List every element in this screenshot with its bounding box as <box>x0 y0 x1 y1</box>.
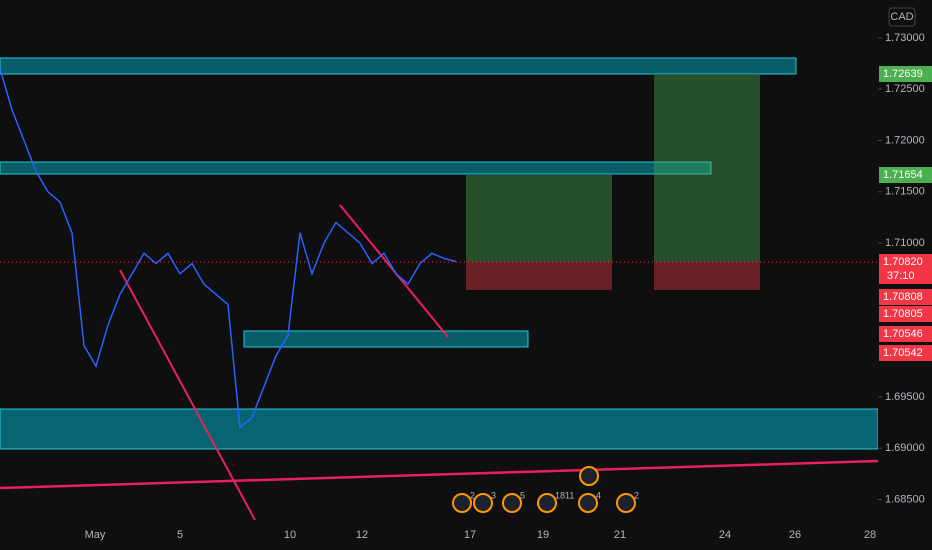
stop-box <box>654 262 760 290</box>
price-tag: 1.70546 <box>879 326 932 342</box>
event-count: 2 <box>470 490 475 500</box>
price-tag: 1.70808 <box>879 289 932 305</box>
price-tag: 1.70820 37:10 <box>879 254 932 284</box>
event-icon <box>537 493 557 513</box>
price-tag-label: 1.70542 <box>883 347 923 359</box>
x-tick-label: 24 <box>719 529 731 541</box>
x-tick-label: 17 <box>464 529 476 541</box>
price-line <box>0 68 457 430</box>
support-zone <box>243 330 529 348</box>
x-tick-label: 10 <box>284 529 296 541</box>
event-count: 3 <box>491 490 496 500</box>
event-count: 2 <box>634 490 639 500</box>
target-box <box>466 175 612 262</box>
price-tag: 1.70542 <box>879 345 932 361</box>
price-tag-label: 1.70808 <box>883 291 923 303</box>
price-tag-bg <box>879 345 932 361</box>
target-box <box>654 75 760 262</box>
x-tick-label: 21 <box>614 529 626 541</box>
event-icon <box>452 493 472 513</box>
x-tick-label: 12 <box>356 529 368 541</box>
event-count: 5 <box>520 490 525 500</box>
event-icon <box>616 493 636 513</box>
x-tick-label: 28 <box>864 529 876 541</box>
trend-line <box>0 459 879 490</box>
stop-box <box>466 262 612 290</box>
x-tick-label: May <box>85 529 106 541</box>
price-tag-label: 1.72639 <box>883 68 923 80</box>
trend-line <box>119 269 256 521</box>
y-tick-label: 1.71500 <box>885 186 925 198</box>
resistance-zone <box>0 57 797 75</box>
y-tick-label: 1.69000 <box>885 442 925 454</box>
event-icon <box>578 493 598 513</box>
price-tag-label: 1.70546 <box>883 328 923 340</box>
x-tick-label: 5 <box>177 529 183 541</box>
price-tag: 1.71654 <box>879 167 932 183</box>
currency-box <box>888 7 916 27</box>
price-tag-bg <box>879 306 932 322</box>
countdown: 37:10 <box>887 270 915 282</box>
price-tag-label: 1.71654 <box>883 169 923 181</box>
price-tag: 1.72639 <box>879 66 932 82</box>
price-tag: 1.70805 <box>879 306 932 322</box>
y-tick-label: 1.73000 <box>885 32 925 44</box>
event-icon <box>473 493 493 513</box>
y-tick-label: 1.71000 <box>885 237 925 249</box>
y-tick-label: 1.72500 <box>885 83 925 95</box>
price-tag-bg <box>879 254 932 284</box>
price-tag-bg <box>879 66 932 82</box>
price-tag-bg <box>879 289 932 305</box>
price-tag-bg <box>879 326 932 342</box>
support-zone <box>0 408 879 450</box>
event-count: 4 <box>596 490 601 500</box>
price-tag-bg <box>879 167 932 183</box>
axis-labels: 1.73000 1.72500 1.72000 1.71500 1.71000 1.695… <box>878 32 932 505</box>
plot <box>0 68 457 430</box>
x-tick-label: 19 <box>537 529 549 541</box>
event-count: 1811 <box>555 490 574 500</box>
currency: CAD <box>890 11 913 23</box>
resistance-zone <box>0 161 712 175</box>
event-icon <box>502 493 522 513</box>
y-tick-label: 1.72000 <box>885 134 925 146</box>
y-tick-label: 1.68500 <box>885 493 925 505</box>
price-tag-label: 1.70805 <box>883 308 923 320</box>
event-icon <box>579 466 599 486</box>
price-tag-label: 1.70820 <box>883 256 923 268</box>
y-tick-label: 1.69500 <box>885 391 925 403</box>
x-tick-label: 26 <box>789 529 801 541</box>
